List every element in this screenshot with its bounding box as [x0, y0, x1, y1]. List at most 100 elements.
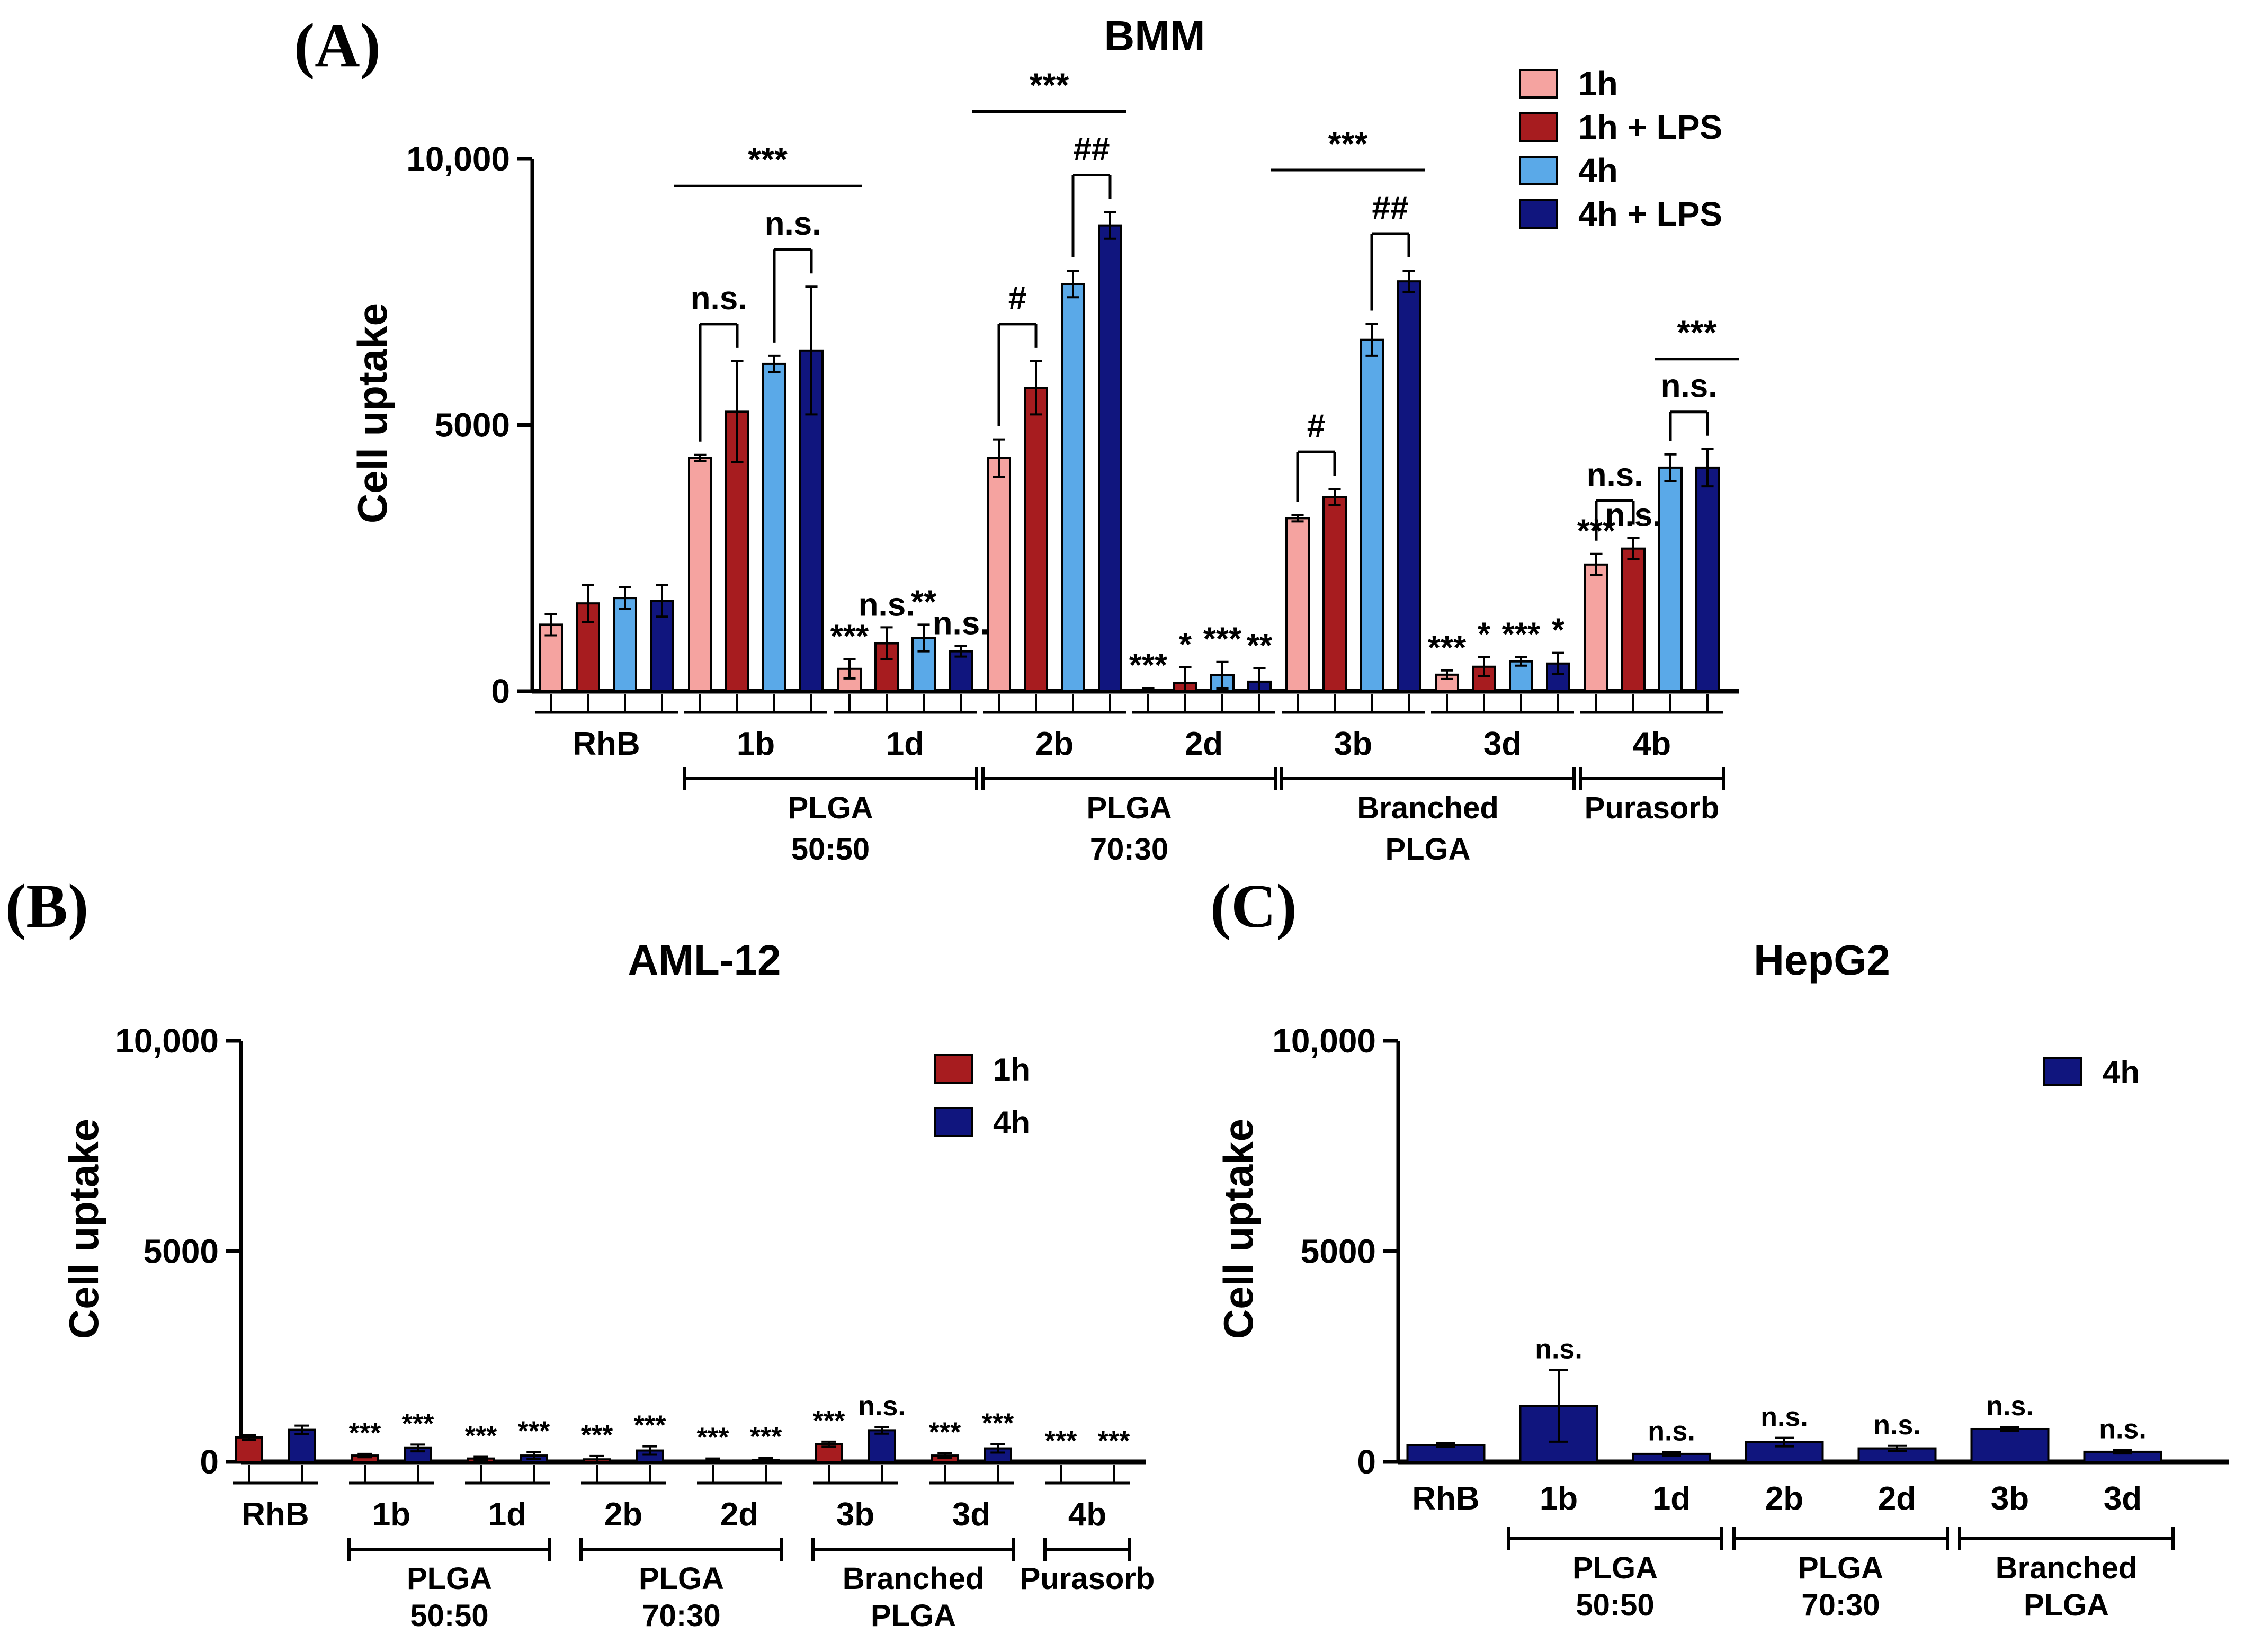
significance-label: *** — [982, 1408, 1014, 1439]
significance-label: *** — [813, 1406, 845, 1436]
category-label: 2b — [604, 1496, 642, 1533]
significance-label: *** — [465, 1421, 497, 1451]
significance-label: *** — [830, 619, 869, 655]
legend-label: 4h — [993, 1105, 1030, 1140]
legend-swatch — [934, 1107, 973, 1137]
significance-label: *** — [518, 1416, 550, 1447]
significance-label: *** — [1129, 647, 1168, 684]
bar-4h-LPS-3d — [1546, 662, 1570, 692]
significance-label: * — [1552, 612, 1565, 649]
legend-swatch — [2043, 1057, 2082, 1086]
significance-label: *** — [1428, 630, 1467, 666]
y-tick-label: 0 — [491, 672, 510, 710]
legend-label: 4h — [2103, 1055, 2140, 1090]
category-label: 2b — [1035, 726, 1074, 762]
section-label: PLGA — [407, 1561, 492, 1596]
section-label: 70:30 — [1801, 1588, 1880, 1622]
bracket-label: n.s. — [765, 206, 821, 242]
y-axis-label: Cell uptake — [349, 303, 396, 523]
category-label: 1d — [1652, 1480, 1691, 1517]
category-label: 4b — [1633, 726, 1671, 762]
bar-4h-RhB — [613, 597, 637, 692]
group-significance-label: *** — [748, 140, 788, 178]
section-label: PLGA — [788, 791, 873, 825]
chart-B: (B) AML-12 Cell uptake 0 5000 10,000 *** *** ***… — [5, 871, 1155, 1633]
legend-label: 4h — [1578, 151, 1618, 190]
significance-label: * — [1179, 627, 1192, 663]
bracket-label: n.s. — [1587, 457, 1643, 494]
section-label: PLGA — [1572, 1551, 1658, 1585]
y-tick-label: 10,000 — [406, 140, 510, 178]
category-label: 3b — [836, 1496, 874, 1533]
significance-label: n.s. — [1873, 1410, 1921, 1441]
section-label: PLGA — [1798, 1551, 1883, 1585]
significance-label: n.s. — [933, 605, 989, 642]
category-label: 1b — [372, 1496, 410, 1533]
category-label: 1d — [488, 1496, 526, 1533]
significance-label: *** — [750, 1422, 782, 1452]
y-tick-label: 0 — [200, 1443, 219, 1481]
bar-4h-3b — [1360, 338, 1384, 692]
bar-1h-3b — [1285, 517, 1310, 692]
significance-label: *** — [581, 1420, 613, 1451]
significance-label: ** — [911, 584, 937, 620]
legend-label: 1h — [993, 1052, 1030, 1087]
panel-label: (C) — [1210, 871, 1297, 941]
legend-label: 1h + LPS — [1578, 108, 1722, 146]
y-tick-label: 0 — [1357, 1443, 1376, 1481]
section-label: 70:30 — [1090, 832, 1168, 867]
legend-swatch — [1519, 199, 1558, 229]
significance-label: *** — [1045, 1426, 1077, 1457]
chart-title: BMM — [1104, 12, 1205, 59]
significance-label: * — [1478, 617, 1491, 653]
bar-4h-LPS-4b — [1695, 466, 1720, 693]
legend-label: 1h — [1578, 65, 1618, 103]
significance-label: n.s. — [859, 586, 915, 623]
group-significance-label: *** — [1030, 66, 1069, 104]
y-axis-label: Cell uptake — [60, 1119, 107, 1339]
chart-C: (C) HepG2 Cell uptake 0 5000 10,000 n.s. n.s. n.… — [1210, 871, 2229, 1622]
section-label: 70:30 — [642, 1599, 720, 1633]
significance-label: *** — [697, 1423, 729, 1453]
category-label: 2d — [1185, 726, 1223, 762]
bar-1h-LPS-2b — [1024, 387, 1048, 692]
bar-1h-LPS-3b — [1322, 496, 1347, 692]
section-label: Purasorb — [1020, 1561, 1155, 1596]
significance-label: *** — [349, 1418, 381, 1449]
significance-label: n.s. — [1760, 1402, 1808, 1433]
bracket-label: ## — [1372, 190, 1409, 226]
section-label: PLGA — [2024, 1588, 2109, 1622]
panel-label: (A) — [294, 11, 381, 80]
section-label: Branched — [1357, 791, 1499, 825]
bracket-label: # — [1307, 408, 1325, 444]
significance-label: n.s. — [858, 1391, 906, 1422]
category-label: 2b — [1765, 1480, 1803, 1517]
bar-4h-LPS-3b — [1397, 280, 1421, 692]
y-tick-label: 5000 — [144, 1233, 219, 1271]
significance-label: n.s. — [1648, 1416, 1695, 1447]
section-label: PLGA — [639, 1561, 724, 1596]
category-label: 3d — [1483, 726, 1522, 762]
significance-label: n.s. — [1986, 1391, 2034, 1422]
bracket-label: n.s. — [691, 280, 747, 317]
bar-1h-1b — [688, 457, 712, 692]
bar-4h-2b — [1061, 283, 1085, 692]
section-label: 50:50 — [410, 1599, 488, 1633]
category-label: RhB — [242, 1496, 309, 1533]
category-label: 1b — [1540, 1480, 1578, 1517]
significance-label: *** — [1098, 1426, 1130, 1457]
significance-label: *** — [402, 1408, 434, 1439]
y-axis-label: Cell uptake — [1215, 1119, 1262, 1339]
section-label: 50:50 — [791, 832, 870, 867]
section-label: Branched — [1996, 1551, 2138, 1585]
bar-4h-4b — [1658, 466, 1683, 693]
bar-1h-RhB — [235, 1436, 263, 1463]
bar-4h-RhB — [1406, 1444, 1486, 1463]
category-label: 1b — [737, 726, 775, 762]
significance-label: n.s. — [1535, 1334, 1582, 1365]
significance-label: ** — [1247, 628, 1273, 664]
section-label: Purasorb — [1585, 791, 1720, 825]
bracket-label: ## — [1074, 131, 1110, 168]
